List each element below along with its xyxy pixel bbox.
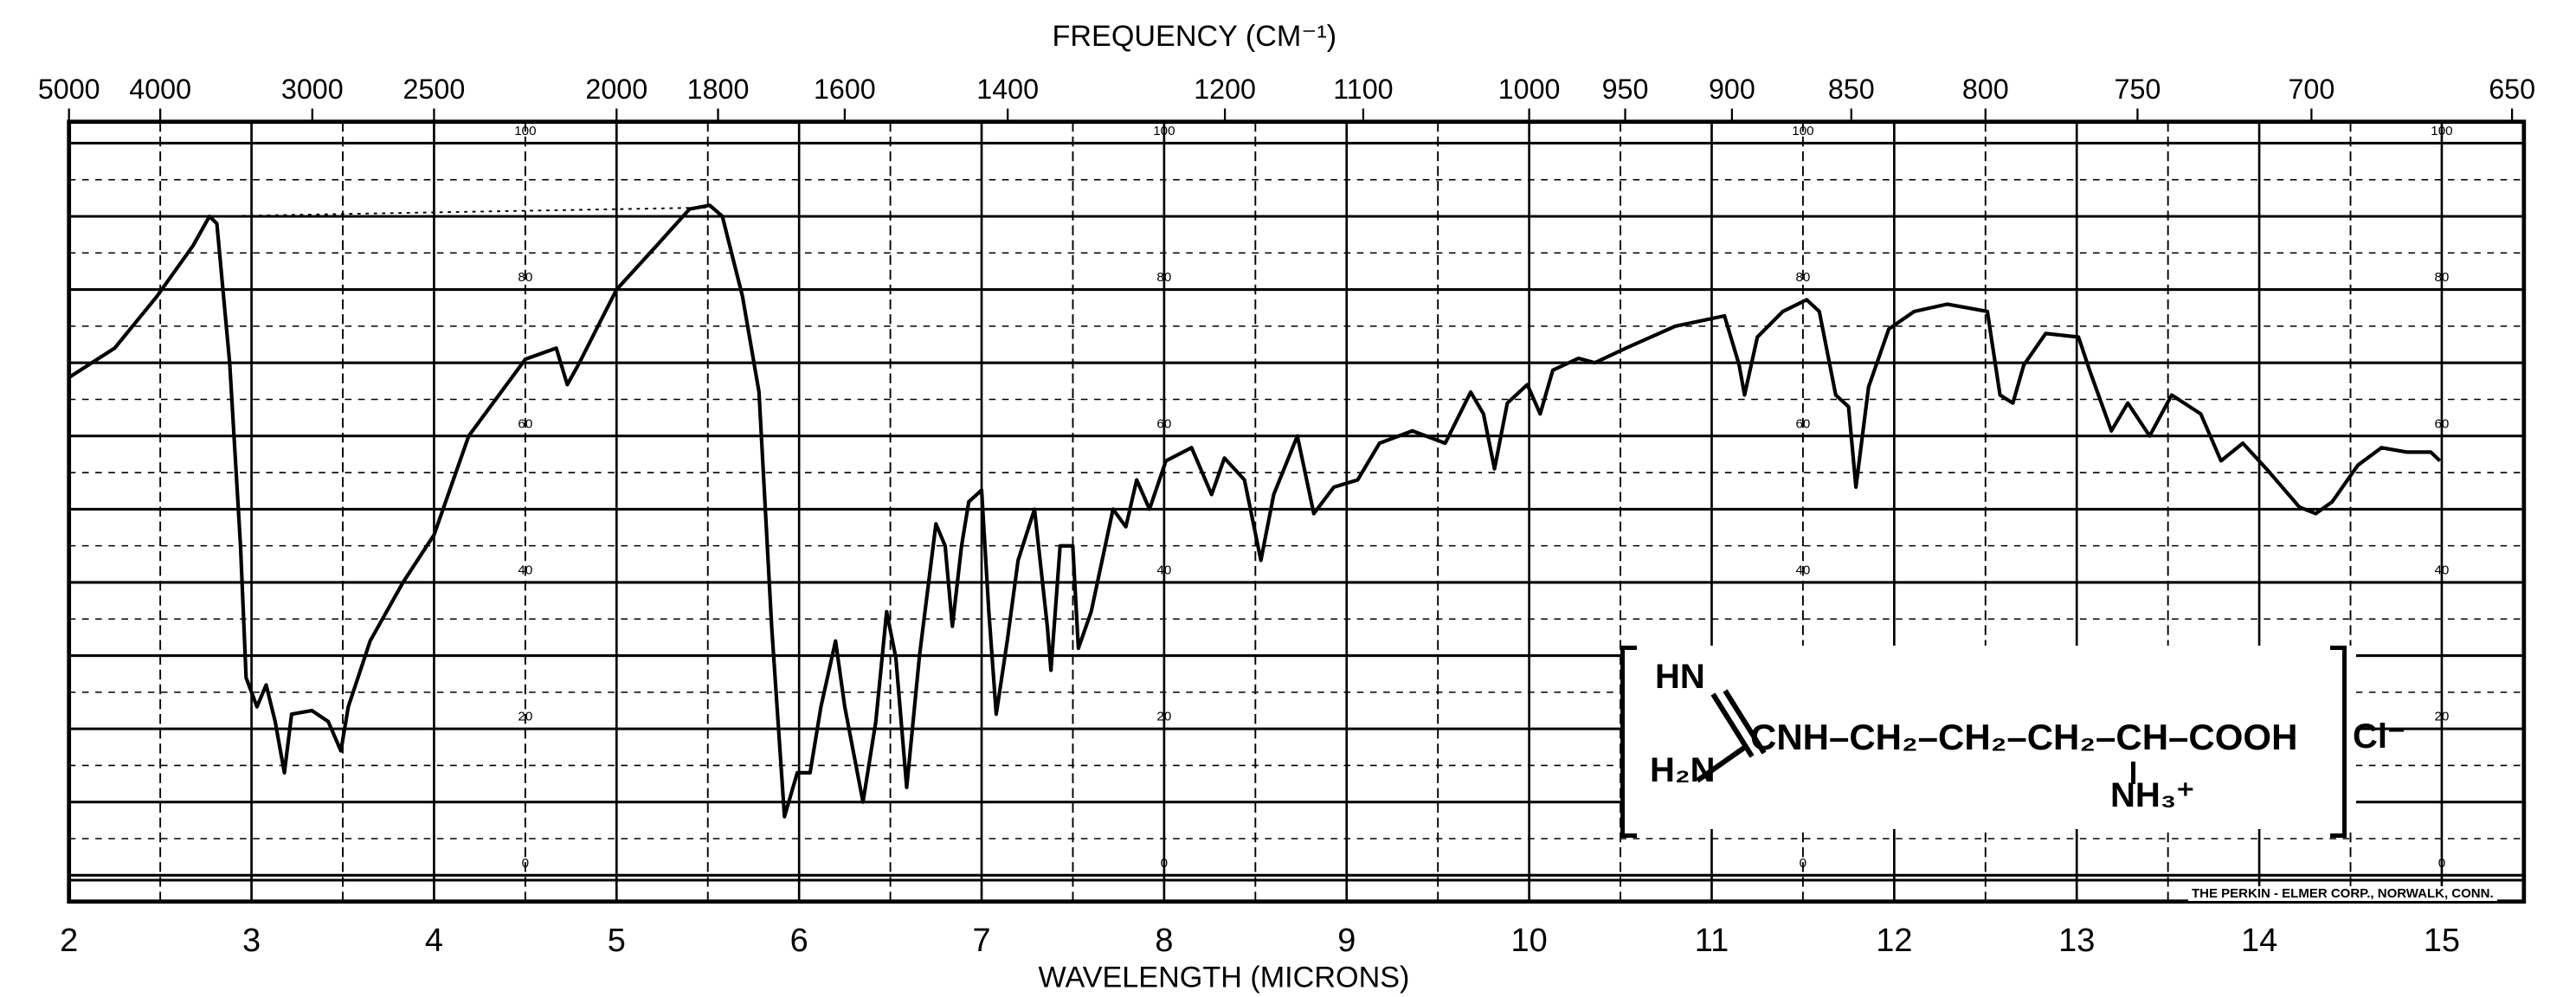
frequency-tick-label: 700 (2288, 74, 2334, 105)
wavelength-tick-label: 2 (60, 923, 78, 959)
percent-label: 80 (2434, 270, 2449, 285)
wavelength-tick-label: 15 (2424, 923, 2460, 959)
frequency-tick-label: 900 (1709, 74, 1755, 105)
right-bracket (2330, 646, 2347, 838)
frequency-axis-title: FREQUENCY (CM⁻¹) (1053, 20, 1337, 53)
percent-label: 40 (2434, 563, 2449, 577)
single-bond-line (2131, 762, 2135, 784)
percent-label: 0 (1161, 856, 1168, 871)
wavelength-tick-label: 12 (1876, 923, 1912, 959)
wavelength-tick-label: 13 (2058, 923, 2095, 959)
wavelength-tick-label: 11 (1695, 923, 1729, 959)
wavelength-tick-label: 3 (242, 923, 261, 959)
wavelength-tick-label: 14 (2241, 923, 2277, 959)
structure-hn: HN (1655, 658, 1705, 696)
structure-chain: CNH–CH₂–CH₂–CH₂–CH–COOH (1750, 717, 2298, 757)
frequency-tick-label: 1800 (687, 74, 750, 105)
percent-label: 60 (518, 416, 532, 431)
frequency-tick-label: 2500 (403, 74, 466, 105)
frequency-tick-label: 800 (1962, 74, 2009, 105)
structure-counterion: Cl⁻ (2353, 717, 2406, 756)
transmittance-curve (68, 203, 2442, 819)
frequency-tick-label: 1100 (1333, 74, 1393, 105)
frequency-tick-label: 5000 (38, 74, 100, 105)
wavelength-tick-label: 4 (425, 923, 443, 959)
percent-label: 80 (518, 270, 532, 285)
percent-label: 20 (1156, 710, 1171, 724)
wavelength-tick-label: 7 (972, 923, 990, 959)
wavelength-tick-label: 5 (608, 923, 626, 959)
percent-labels: 100 80 60 40 20 0 100 80 60 40 20 0 100 80 60 40 0 100 80 6… (514, 124, 2452, 871)
grid (67, 119, 2527, 904)
percent-label: 0 (2438, 856, 2445, 871)
manufacturer-credit: THE PERKIN - ELMER CORP., NORWALK, CONN. (2188, 886, 2497, 901)
percent-label: 100 (1792, 124, 1813, 138)
percent-label: 40 (1795, 563, 1810, 577)
percent-label: 60 (2434, 416, 2449, 431)
percent-label: 100 (1153, 124, 1175, 138)
frequency-tick-label: 3000 (281, 74, 344, 105)
wavelength-tick-label: 9 (1337, 923, 1356, 959)
percent-label: 40 (518, 563, 532, 577)
structure-nh3: NH₃⁺ (2110, 776, 2195, 814)
left-bracket (1620, 646, 1637, 838)
frequency-tick-label: 1000 (1498, 74, 1561, 105)
wavelength-tick-label: 6 (790, 923, 808, 959)
percent-label: 60 (1156, 416, 1171, 431)
reference-baseline (209, 206, 708, 217)
wavelength-tick-label: 8 (1155, 923, 1173, 959)
percent-label: 0 (1800, 856, 1806, 871)
frequency-tick-label: 850 (1828, 74, 1875, 105)
percent-label: 100 (514, 124, 536, 138)
percent-label: 20 (518, 710, 532, 724)
chemical-structure: HN H₂N CNH–CH₂–CH₂–CH₂–CH–COOH NH₃⁺ Cl⁻ (1620, 646, 2405, 838)
percent-label: 20 (2434, 710, 2449, 724)
percent-label: 80 (1795, 270, 1810, 285)
structure-h2n: H₂N (1650, 751, 1716, 789)
percent-label: 0 (522, 856, 529, 871)
frequency-tick-label: 1400 (976, 74, 1039, 105)
wavelength-tick-label: 10 (1511, 923, 1548, 959)
percent-label: 60 (1795, 416, 1810, 431)
wavelength-axis-title: WAVELENGTH (MICRONS) (1039, 962, 1410, 994)
frequency-tick-label: 4000 (129, 74, 191, 105)
percent-label: 80 (1156, 270, 1171, 285)
percent-label: 100 (2431, 124, 2452, 138)
frequency-tick-label: 650 (2489, 74, 2535, 105)
frequency-tick-label: 750 (2115, 74, 2161, 105)
frequency-tick-label: 2000 (585, 74, 647, 105)
frequency-tick-label: 1200 (1194, 74, 1256, 105)
frequency-tick-label: 950 (1602, 74, 1649, 105)
frequency-tick-label: 1600 (814, 74, 876, 105)
percent-label: 40 (1156, 563, 1171, 577)
